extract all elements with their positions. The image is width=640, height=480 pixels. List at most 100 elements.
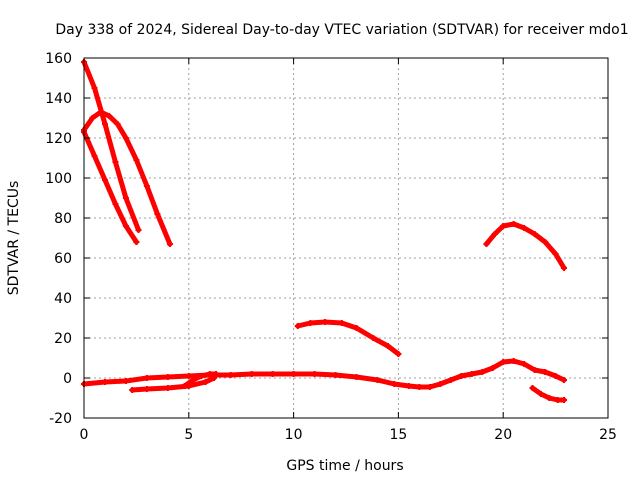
series-point-arc-6-10 [290,371,297,377]
x-tick-label-1: 5 [184,427,193,443]
series-point-arc-6-26 [510,358,517,364]
series-line-arc-4 [295,319,401,357]
series-point-arc-8-1 [189,377,196,383]
series-point-arc-4-7 [395,351,402,357]
series-point-arc-3-6 [133,157,140,163]
series-point-arc-5-7 [552,251,559,257]
series-point-arc-6-30 [552,373,559,379]
series-point-arc-6-18 [426,384,433,390]
series-point-arc-6-25 [500,359,507,365]
series-line-arc-6 [81,358,567,390]
series-point-arc-4-4 [353,325,360,331]
plot-frame [83,57,609,419]
series-point-arc-9-0 [529,385,536,391]
series-point-arc-4-3 [338,320,345,326]
grid-layer [84,58,608,418]
series-point-arc-6-29 [542,369,549,375]
series-point-arc-5-5 [531,231,538,237]
series-point-arc-8-2 [198,373,205,379]
series-point-arc-8-3 [206,371,213,377]
series-point-arc-6-17 [416,384,423,390]
series-point-arc-7-4 [202,379,209,385]
series-point-arc-7-0 [129,387,136,393]
series-point-arc-6-22 [468,371,475,377]
series-point-arc-6-5 [185,373,192,379]
series-point-arc-9-2 [546,395,553,401]
series-point-arc-5-8 [560,265,567,271]
frame-layer [83,57,609,419]
series-line-arc-3 [81,109,173,247]
series-line-arc-5 [483,221,567,271]
series-point-arc-3-7 [143,183,150,189]
series-point-arc-3-1 [89,115,96,121]
series-point-arc-6-24 [489,365,496,371]
series-point-arc-8-4 [213,371,220,377]
series-point-arc-6-31 [560,377,567,383]
x-tick-label-0: 0 [80,427,89,443]
series-point-arc-4-1 [307,320,314,326]
series-point-arc-5-2 [500,223,507,229]
series-line-arc-2 [81,59,141,233]
series-point-arc-6-21 [458,373,465,379]
series-point-arc-6-8 [248,371,255,377]
x-tick-label-4: 20 [494,427,512,443]
series-point-arc-6-11 [311,371,318,377]
series-point-arc-6-27 [521,361,528,367]
y-tick-label-3: 40 [54,291,72,307]
series-point-arc-6-9 [269,371,276,377]
x-tick-label-3: 15 [389,427,407,443]
series-point-arc-3-3 [106,113,113,119]
series-point-arc-6-20 [447,377,454,383]
series-point-arc-9-3 [554,397,561,403]
series-point-arc-9-1 [537,391,544,397]
y-tick-label-5: 80 [54,211,72,227]
series-point-arc-7-1 [143,386,150,392]
series-point-arc-4-2 [322,319,329,325]
y-tick-label-9: 160 [45,51,72,67]
series-point-arc-6-3 [143,375,150,381]
series-point-arc-6-4 [164,374,171,380]
series-point-arc-6-23 [479,369,486,375]
series-point-arc-3-2 [97,109,104,115]
series-point-arc-4-6 [384,343,391,349]
series-point-arc-2-3 [112,159,119,165]
series-point-arc-4-0 [294,323,301,329]
series-point-arc-8-0 [181,383,188,389]
series-point-arc-1-2 [101,177,108,183]
x-tick-label-5: 25 [599,427,617,443]
series-point-arc-6-7 [227,372,234,378]
series-point-arc-5-1 [491,231,498,237]
y-tick-label-1: 0 [63,371,72,387]
y-axis-label: SDTVAR / TECUs [6,181,22,296]
series-point-arc-1-4 [122,223,129,229]
series-point-arc-3-4 [114,121,121,127]
series-point-arc-6-16 [405,383,412,389]
series-point-arc-3-8 [154,211,161,217]
series-line-arc-1 [81,129,139,245]
series-point-arc-9-4 [560,397,567,403]
series-layer [81,59,567,403]
series-point-arc-6-12 [332,372,339,378]
series-point-arc-6-15 [391,381,398,387]
series-point-arc-5-4 [521,225,528,231]
tick-layer: 0 5 10 15 20 25 -20 0 20 40 60 80 100 120 140 160 [45,51,617,443]
series-point-arc-2-5 [135,227,142,233]
series-point-arc-5-0 [483,241,490,247]
x-tick-label-2: 10 [285,427,303,443]
series-point-arc-6-28 [531,367,538,373]
series-point-arc-6-14 [374,377,381,383]
y-tick-label-2: 20 [54,331,72,347]
series-point-arc-3-5 [122,135,129,141]
y-tick-label-7: 120 [45,131,72,147]
series-point-arc-4-5 [370,335,377,341]
series-point-arc-7-2 [164,385,171,391]
y-tick-label-6: 100 [45,171,72,187]
series-point-arc-1-1 [91,153,98,159]
series-point-arc-2-1 [91,85,98,91]
chart-title: Day 338 of 2024, Sidereal Day-to-day VTE… [55,22,628,38]
series-point-arc-5-6 [542,239,549,245]
series-point-arc-6-19 [437,381,444,387]
y-tick-label-4: 60 [54,251,72,267]
series-point-arc-1-5 [133,239,140,245]
